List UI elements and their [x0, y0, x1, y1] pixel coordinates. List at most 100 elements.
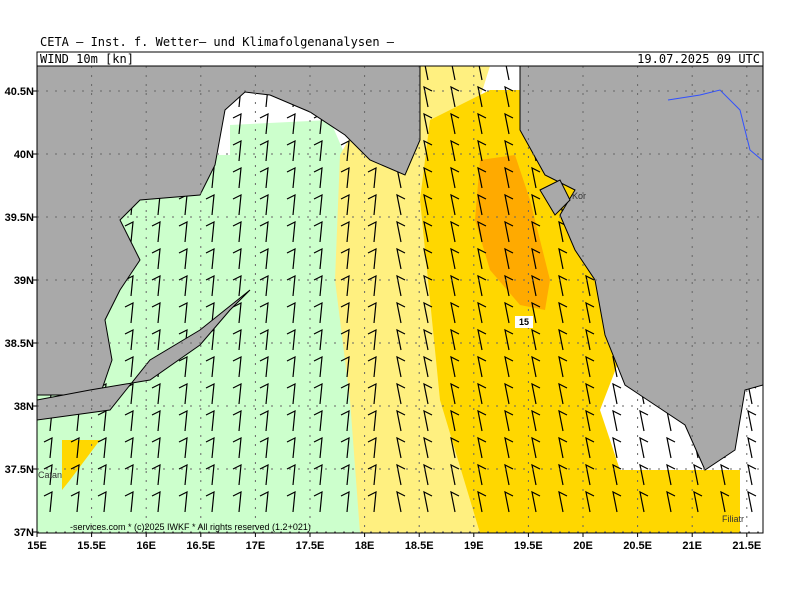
wind-barb: [477, 220, 487, 243]
wind-barb: [259, 112, 269, 135]
wind-barb: [477, 490, 487, 513]
wind-barb: [558, 409, 568, 432]
wind-barb: [505, 66, 510, 81]
wind-barb: [585, 409, 595, 432]
wind-barb: [477, 274, 487, 297]
lon-label: 19.5E: [514, 540, 543, 552]
wind-barb: [423, 247, 433, 270]
wind-barb: [259, 274, 269, 297]
wind-barb: [477, 436, 487, 459]
wind-barb: [232, 112, 242, 135]
wind-barb: [450, 436, 460, 459]
lat-label: 38.5N: [5, 338, 34, 350]
copyright: -services.com * (c)2025 IWKF * All right…: [70, 522, 311, 532]
grid: [37, 66, 763, 533]
wind-barb: [286, 274, 296, 297]
wind-barb: [124, 301, 134, 324]
lon-label: 20E: [573, 540, 593, 552]
wind-barb: [205, 220, 215, 243]
wind-barb: [477, 463, 487, 486]
wind-barb: [531, 274, 541, 297]
place-label: Filiatr: [722, 514, 744, 524]
wind-barb: [232, 247, 242, 270]
wind-barb: [259, 490, 269, 513]
wind-barb: [205, 463, 215, 486]
wind-barb: [450, 274, 460, 297]
wind-barb: [151, 274, 161, 297]
wind-barb: [720, 463, 730, 486]
wind-barb: [124, 355, 134, 378]
wind-barb: [313, 328, 323, 351]
wind-barb: [313, 247, 323, 270]
wind-barb: [259, 139, 269, 162]
wind-barb: [367, 490, 377, 513]
wind-barb: [286, 355, 296, 378]
wind-barb: [259, 166, 269, 189]
contour-label: 15: [519, 317, 529, 327]
wind-barb: [340, 382, 350, 405]
wind-barb: [477, 382, 487, 405]
wind-barb: [423, 436, 433, 459]
wind-barb: [340, 436, 350, 459]
wind-barb: [97, 436, 107, 459]
wind-barb: [504, 382, 514, 405]
wind-barb: [286, 328, 296, 351]
wind-barb: [151, 463, 161, 486]
wind-barb: [232, 328, 242, 351]
wind-barb: [340, 490, 350, 513]
wind-barb: [286, 247, 296, 270]
lon-label: 19E: [464, 540, 484, 552]
wind-barb: [531, 490, 541, 513]
land-calabria: [37, 289, 251, 421]
wind-barb: [286, 409, 296, 432]
wind-barb: [504, 139, 514, 162]
wind-barb: [151, 490, 161, 513]
wind-barb: [531, 463, 541, 486]
wind-barb: [612, 382, 622, 405]
wind-barb: [313, 382, 323, 405]
wind-barb: [232, 139, 242, 162]
wind-barb: [450, 301, 460, 324]
wind-barb: [396, 382, 406, 405]
wind-barb: [259, 193, 269, 216]
lon-label: 18.5E: [405, 540, 434, 552]
wind-barb: [558, 247, 568, 270]
wind-barb: [178, 247, 188, 270]
wind-barb: [178, 274, 188, 297]
lon-label: 21.5E: [732, 540, 761, 552]
wind-barb: [396, 463, 406, 486]
wind-barb: [450, 166, 460, 189]
wind-barb: [450, 490, 460, 513]
wind-barb: [396, 247, 406, 270]
wind-barb: [450, 85, 460, 108]
wind-barb: [259, 409, 269, 432]
wind-barb: [423, 193, 433, 216]
wind-barb: [178, 463, 188, 486]
wind-barb: [313, 274, 323, 297]
lat-label: 37N: [14, 527, 34, 539]
wind-barb: [423, 166, 433, 189]
wind-barb: [340, 166, 350, 189]
wind-barb: [286, 139, 296, 162]
field-small: [62, 440, 100, 490]
wind-barb: [558, 436, 568, 459]
wind-barb: [286, 220, 296, 243]
map-area: 15 Kor Catan Filiatr -services.com * (c)…: [37, 66, 763, 533]
wind-barb: [666, 436, 676, 459]
wind-barb: [313, 139, 323, 162]
header-title: CETA – Inst. f. Wetter– und Klimafolgena…: [40, 35, 395, 49]
lat-label: 39.5N: [5, 212, 34, 224]
wind-barb: [477, 139, 487, 162]
wind-barb: [424, 66, 429, 81]
wind-barb: [286, 463, 296, 486]
wind-barb: [232, 382, 242, 405]
wind-barb: [504, 166, 514, 189]
wind-barb: [151, 409, 161, 432]
wind-barb: [531, 166, 541, 189]
wind-barb: [124, 463, 134, 486]
wind-barb: [43, 490, 53, 513]
wind-barb: [367, 166, 377, 189]
wind-barb: [451, 66, 456, 81]
wind-barb: [585, 463, 595, 486]
